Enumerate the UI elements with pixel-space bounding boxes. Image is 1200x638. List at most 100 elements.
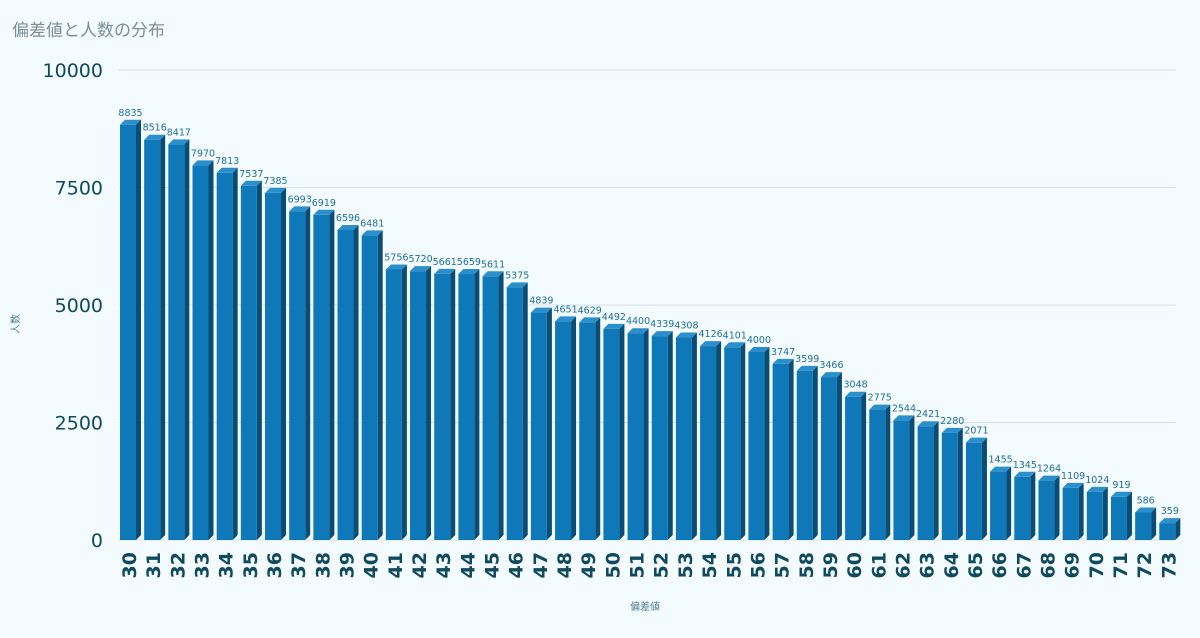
bar-front bbox=[506, 287, 523, 540]
bar bbox=[845, 391, 867, 540]
bar-top bbox=[1159, 518, 1181, 524]
x-tick-label: 32 bbox=[167, 552, 189, 578]
bar-side bbox=[474, 269, 480, 540]
x-tick-label: 48 bbox=[554, 552, 576, 578]
x-tick-label: 69 bbox=[1062, 552, 1084, 578]
bar-top bbox=[651, 331, 673, 337]
bar-front bbox=[1062, 487, 1079, 540]
data-label: 4492 bbox=[602, 312, 626, 323]
data-label: 4339 bbox=[650, 319, 674, 330]
bar-side bbox=[136, 119, 141, 540]
x-tick-label: 35 bbox=[240, 552, 262, 578]
bar bbox=[240, 180, 262, 541]
bar bbox=[313, 209, 335, 540]
bar bbox=[216, 167, 238, 540]
bar bbox=[675, 332, 697, 540]
bar-side bbox=[160, 134, 166, 541]
y-tick-label: 0 bbox=[91, 530, 103, 552]
bar-front bbox=[337, 229, 354, 540]
bar-side bbox=[377, 230, 383, 540]
x-tick-label: 51 bbox=[627, 552, 649, 578]
bar-side bbox=[643, 328, 649, 540]
bar-top bbox=[144, 134, 166, 140]
bar-front bbox=[1086, 491, 1103, 540]
bar-top bbox=[941, 427, 963, 433]
x-tick-label: 67 bbox=[1013, 552, 1035, 578]
bar-front bbox=[796, 370, 813, 540]
data-label: 3599 bbox=[795, 354, 819, 365]
data-label: 8417 bbox=[167, 127, 191, 138]
bar-top bbox=[724, 342, 746, 348]
bar-top bbox=[240, 180, 262, 186]
bar-side bbox=[1078, 482, 1084, 540]
bar bbox=[168, 139, 190, 540]
bar-side bbox=[498, 271, 504, 540]
bar-side bbox=[353, 224, 359, 540]
bar bbox=[482, 271, 504, 540]
x-tick-label: 70 bbox=[1086, 552, 1108, 578]
bar-side bbox=[208, 160, 214, 540]
x-tick-label: 30 bbox=[119, 552, 141, 578]
bar bbox=[1062, 482, 1084, 540]
bar bbox=[458, 269, 480, 540]
bar-front bbox=[530, 312, 547, 540]
bar-top bbox=[845, 391, 867, 397]
bar-side bbox=[1054, 475, 1060, 540]
data-label: 919 bbox=[1112, 480, 1130, 491]
bar-side bbox=[788, 358, 794, 540]
bar-front bbox=[555, 321, 572, 540]
bar-front bbox=[700, 346, 717, 540]
bar-front bbox=[820, 377, 837, 540]
data-label: 1264 bbox=[1037, 464, 1061, 475]
bar-side bbox=[522, 282, 528, 540]
data-label: 5659 bbox=[457, 257, 481, 268]
data-label: 4651 bbox=[553, 304, 577, 315]
data-label: 5661 bbox=[433, 257, 457, 268]
data-label: 2071 bbox=[964, 426, 988, 437]
y-tick-label: 2500 bbox=[55, 413, 103, 435]
x-tick-label: 54 bbox=[699, 552, 721, 578]
x-tick-label: 46 bbox=[506, 552, 528, 578]
bar-front bbox=[893, 420, 910, 540]
bar-front bbox=[603, 328, 620, 540]
bar-top bbox=[337, 224, 359, 230]
bar bbox=[796, 365, 818, 540]
data-label: 6919 bbox=[312, 198, 336, 209]
y-axis-ticks: 0 2500 5000 7500 10000 bbox=[43, 60, 103, 552]
bar-front bbox=[361, 235, 378, 540]
bar-top bbox=[579, 317, 601, 323]
bar-side bbox=[232, 167, 238, 540]
bar-front bbox=[990, 471, 1007, 540]
x-tick-label: 38 bbox=[312, 552, 334, 578]
x-tick-label: 45 bbox=[482, 552, 504, 578]
bar-top bbox=[965, 437, 987, 443]
data-label: 3048 bbox=[844, 380, 868, 391]
x-tick-label: 58 bbox=[796, 552, 818, 578]
bar-top bbox=[410, 266, 432, 272]
data-label: 586 bbox=[1137, 495, 1155, 506]
bar-front bbox=[168, 144, 185, 540]
bar-side bbox=[933, 421, 939, 540]
bar-top bbox=[700, 341, 722, 347]
bar-side bbox=[716, 341, 722, 540]
bar-front bbox=[482, 276, 499, 540]
bar-top bbox=[361, 230, 383, 236]
bar-top bbox=[555, 316, 577, 322]
bar bbox=[1135, 507, 1157, 540]
bar-top bbox=[192, 160, 214, 166]
x-tick-label: 61 bbox=[868, 552, 890, 578]
x-tick-label: 63 bbox=[917, 552, 939, 578]
bar-side bbox=[909, 415, 915, 540]
bar-side bbox=[836, 372, 842, 540]
bar-top bbox=[675, 332, 697, 338]
data-label: 2421 bbox=[916, 409, 940, 420]
bar-front bbox=[192, 165, 209, 540]
bar bbox=[965, 437, 987, 540]
bar-front bbox=[675, 337, 692, 540]
bar-top bbox=[820, 372, 842, 378]
x-axis-ticks: 30 31 32 33 34 35 36 37 38 39 40 41 42 43 44 45 46 47 48 49… bbox=[119, 552, 1180, 578]
bar-top bbox=[265, 187, 287, 193]
x-tick-label: 73 bbox=[1158, 552, 1180, 578]
bar-front bbox=[1159, 523, 1176, 540]
bar-top bbox=[458, 269, 480, 275]
